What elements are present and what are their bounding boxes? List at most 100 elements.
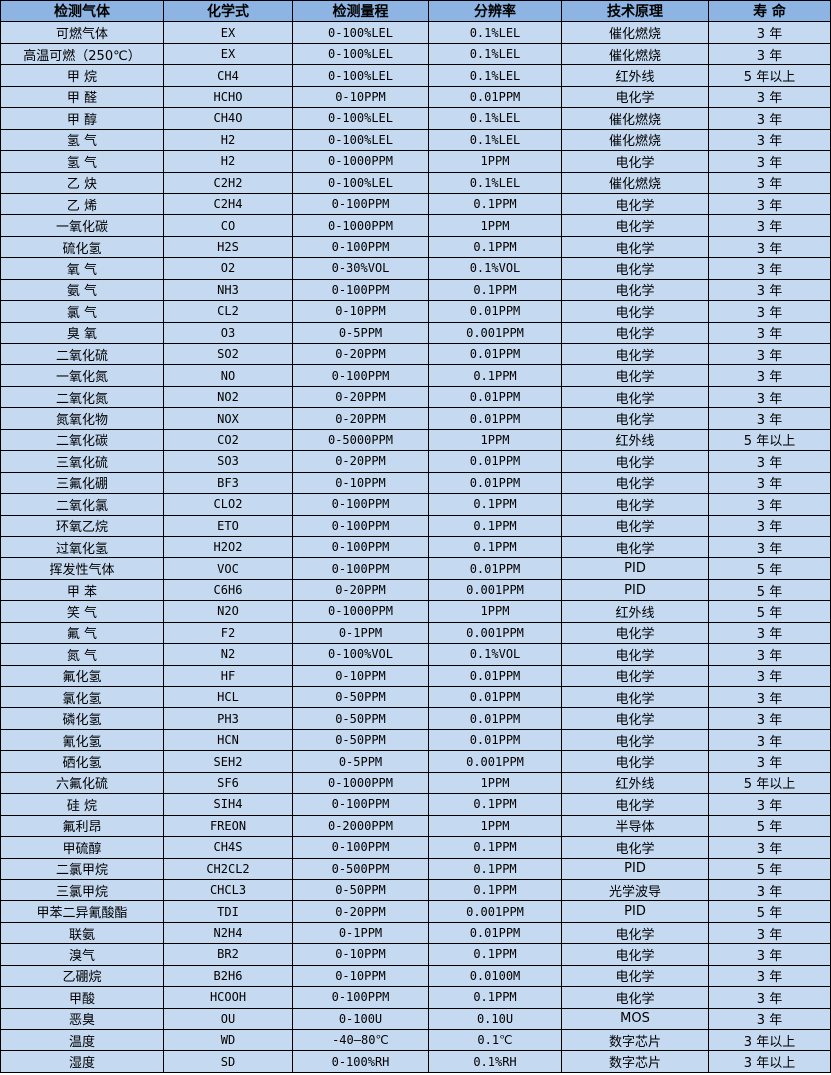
cell-principle: 电化学 [561,300,709,323]
cell-principle: 红外线 [561,428,709,452]
cell-lifespan: 3 年 [708,621,831,645]
cell-principle: 电化学 [561,342,709,366]
cell-formula: O2 [163,257,293,280]
cell-principle: 催化燃烧 [561,21,709,44]
table-row: 一氧化碳 CO 0-1000PPM 1PPM 电化学 3 年 [0,214,831,237]
cell-gas: 甲 苯 [0,578,164,602]
cell-lifespan: 3 年 [708,728,831,752]
table-row: 甲 苯 C6H6 0-20PPM 0.001PPM PID 5 年 [0,578,831,602]
cell-lifespan: 5 年 [708,857,831,880]
table-row: 三氟化硼 BF3 0-10PPM 0.01PPM 电化学 3 年 [0,471,831,495]
cell-resolution: 0.01PPM [428,471,562,495]
cell-principle: 电化学 [561,621,709,645]
cell-range: 0-10PPM [292,943,429,966]
cell-principle: 电化学 [561,986,709,1009]
cell-principle: 电化学 [561,921,709,945]
cell-lifespan: 3 年 [708,921,831,945]
cell-lifespan: 3 年 [708,85,831,109]
cell-formula: EX [163,21,293,44]
table-row: 二氧化硫 SO2 0-20PPM 0.01PPM 电化学 3 年 [0,342,831,366]
cell-resolution: 0.1%LEL [428,107,562,130]
cell-formula: VOC [163,557,293,580]
cell-gas: 二氧化碳 [0,428,164,452]
cell-principle: 光学波导 [561,878,709,902]
table-row: 氮 气 N2 0-100%VOL 0.1%VOL 电化学 3 年 [0,643,831,666]
cell-formula: O3 [163,321,293,345]
cell-formula: PH3 [163,707,293,730]
cell-resolution: 0.1PPM [428,493,562,516]
table-row: 硫化氢 H2S 0-100PPM 0.1PPM 电化学 3 年 [0,235,831,259]
cell-principle: 催化燃烧 [561,42,709,66]
table-row: 过氧化氢 H2O2 0-100PPM 0.1PPM 电化学 3 年 [0,535,831,559]
cell-range: 0-100%LEL [292,64,429,87]
header-gas: 检测气体 [0,0,164,23]
cell-range: 0-100%RH [292,1050,429,1073]
cell-lifespan: 5 年 [708,557,831,580]
cell-lifespan: 3 年 [708,107,831,130]
cell-resolution: 0.01PPM [428,407,562,430]
table-row: 湿度 SD 0-100%RH 0.1%RH 数字芯片 3 年以上 [0,1050,831,1073]
cell-principle: 半导体 [561,814,709,838]
cell-resolution: 0.01PPM [428,685,562,709]
cell-range: 0-100%LEL [292,171,429,194]
cell-principle: 数字芯片 [561,1028,709,1052]
cell-lifespan: 3 年 [708,385,831,409]
cell-gas: 硒化氢 [0,750,164,773]
table-row: 二氧化氯 CLO2 0-100PPM 0.1PPM 电化学 3 年 [0,493,831,516]
cell-principle: 电化学 [561,85,709,109]
cell-formula: BF3 [163,471,293,495]
cell-resolution: 0.01PPM [428,921,562,945]
cell-gas: 六氟化硫 [0,771,164,795]
cell-gas: 甲硫醇 [0,836,164,859]
cell-resolution: 0.1%LEL [428,21,562,44]
cell-principle: 催化燃烧 [561,107,709,130]
cell-principle: PID [561,557,709,580]
table-row: 温度 WD -40—80℃ 0.1℃ 数字芯片 3 年以上 [0,1028,831,1052]
cell-formula: C6H6 [163,578,293,602]
cell-lifespan: 5 年 [708,814,831,838]
cell-gas: 氢 气 [0,128,164,152]
cell-resolution: 0.1PPM [428,986,562,1009]
cell-resolution: 0.001PPM [428,578,562,602]
cell-principle: 红外线 [561,771,709,795]
cell-formula: HF [163,664,293,688]
table-row: 氟利昂 FREON 0-2000PPM 1PPM 半导体 5 年 [0,814,831,838]
cell-gas: 溴气 [0,943,164,966]
table-row: 恶臭 OU 0-100U 0.10U MOS 3 年 [0,1007,831,1031]
table-row: 氢 气 H2 0-100%LEL 0.1%LEL 催化燃烧 3 年 [0,128,831,152]
cell-lifespan: 3 年 [708,836,831,859]
cell-principle: 电化学 [561,685,709,709]
cell-gas: 甲 醇 [0,107,164,130]
cell-gas: 硫化氢 [0,235,164,259]
cell-formula: CO2 [163,428,293,452]
cell-principle: 催化燃烧 [561,171,709,194]
cell-resolution: 0.01PPM [428,557,562,580]
table-row: 氮氧化物 NOX 0-20PPM 0.01PPM 电化学 3 年 [0,407,831,430]
cell-gas: 硅 烷 [0,793,164,816]
cell-resolution: 0.1PPM [428,878,562,902]
table-row: 高温可燃（250℃） EX 0-100%LEL 0.1%LEL 催化燃烧 3 年 [0,42,831,66]
cell-formula: SIH4 [163,793,293,816]
table-row: 氧 气 O2 0-30%VOL 0.1%VOL 电化学 3 年 [0,257,831,280]
cell-gas: 可燃气体 [0,21,164,44]
cell-lifespan: 3 年 [708,235,831,259]
table-row: 磷化氢 PH3 0-50PPM 0.01PPM 电化学 3 年 [0,707,831,730]
cell-gas: 二氧化氮 [0,385,164,409]
header-formula: 化学式 [163,0,293,23]
cell-lifespan: 3 年 [708,300,831,323]
cell-range: 0-5PPM [292,750,429,773]
cell-lifespan: 3 年以上 [708,1050,831,1073]
cell-principle: 电化学 [561,493,709,516]
cell-gas: 氮 气 [0,643,164,666]
table-row: 甲酸 HCOOH 0-100PPM 0.1PPM 电化学 3 年 [0,986,831,1009]
cell-range: 0-100PPM [292,278,429,302]
cell-formula: F2 [163,621,293,645]
cell-formula: CH4S [163,836,293,859]
table-row: 乙硼烷 B2H6 0-10PPM 0.0100M 电化学 3 年 [0,964,831,988]
cell-principle: 电化学 [561,793,709,816]
cell-gas: 乙硼烷 [0,964,164,988]
cell-lifespan: 3 年 [708,171,831,194]
cell-formula: B2H6 [163,964,293,988]
table-row: 乙 烯 C2H4 0-100PPM 0.1PPM 电化学 3 年 [0,192,831,216]
cell-formula: N2H4 [163,921,293,945]
